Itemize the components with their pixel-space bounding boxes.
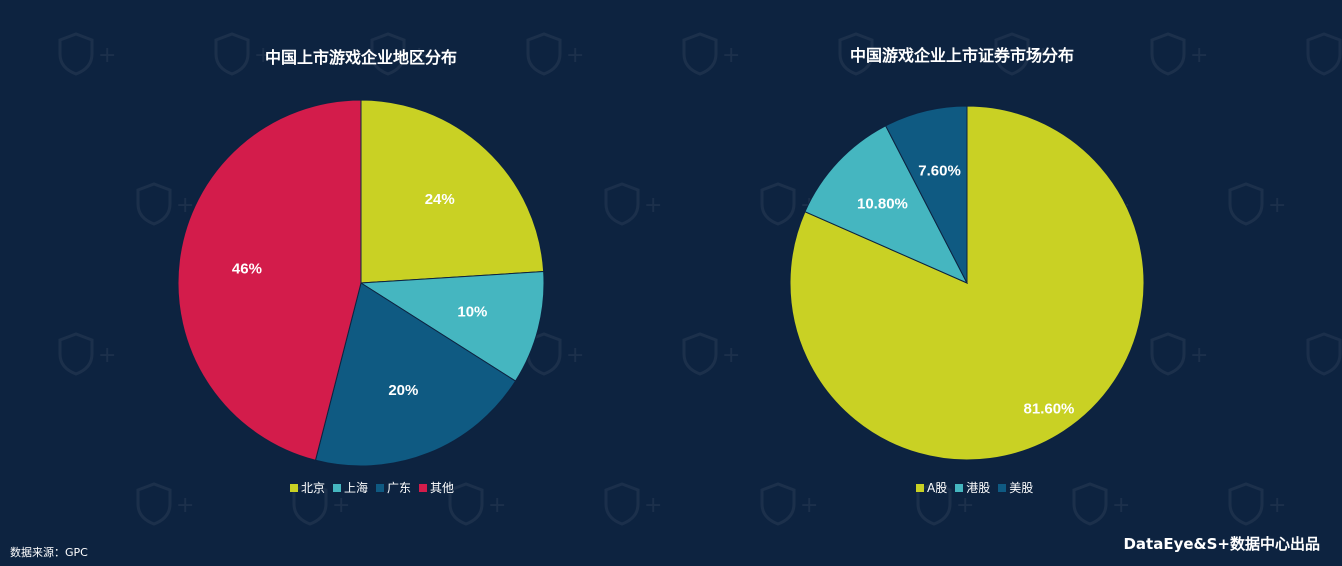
watermark-shield-icon: + <box>370 32 428 76</box>
legend-label: A股 <box>927 481 948 495</box>
svg-text:+: + <box>644 193 662 218</box>
legend-label: 北京 <box>301 481 326 495</box>
watermark-shield-icon: + <box>526 32 584 76</box>
watermark-shield-icon: + <box>604 182 662 226</box>
legend-swatch <box>419 483 428 492</box>
watermark-shield-icon: + <box>1306 32 1342 76</box>
watermark-shield-icon: + <box>682 332 740 376</box>
pie-slice-market-1 <box>804 125 969 285</box>
slice-data-label: 20% <box>388 382 418 399</box>
slice-data-label: 46% <box>232 261 262 278</box>
slice-data-label: 10% <box>457 304 487 321</box>
watermark-shield-icon: + <box>1150 332 1208 376</box>
watermark-shield-icon: + <box>1228 482 1286 526</box>
svg-text:+: + <box>1268 493 1286 518</box>
legend-item[interactable]: A股 <box>916 479 947 496</box>
legend-swatch <box>376 483 385 492</box>
watermark-shield-icon: + <box>1072 482 1130 526</box>
legend-item[interactable]: 上海 <box>333 479 368 496</box>
watermark-shield-icon: + <box>604 482 662 526</box>
watermark-shield-icon: + <box>214 32 272 76</box>
data-source-note: 数据来源：GPC <box>10 546 88 559</box>
legend-label: 港股 <box>966 481 991 495</box>
watermark-shield-icon: + <box>1306 332 1342 376</box>
slice-data-label: 81.60% <box>1024 401 1075 418</box>
legend-label: 上海 <box>344 481 369 495</box>
svg-text:+: + <box>176 493 194 518</box>
watermark-shield-icon: + <box>58 32 116 76</box>
chart-title-market: 中国游戏企业上市证券市场分布 <box>849 46 1074 65</box>
legend-swatch <box>290 483 298 492</box>
svg-text:+: + <box>332 493 350 518</box>
svg-text:+: + <box>566 43 584 68</box>
pie-slice-region-0 <box>360 99 545 284</box>
svg-text:+: + <box>1190 43 1208 68</box>
chart-title-region: 中国上市游戏企业地区分布 <box>264 48 457 67</box>
legend-region: 北京 上海 广东 其他 <box>290 479 454 496</box>
watermark-shield-icon: + <box>916 482 974 526</box>
svg-text:+: + <box>410 43 428 68</box>
brand-credit: DataEye&S+数据中心出品 <box>1123 535 1320 553</box>
watermark-shield-icon: + <box>682 32 740 76</box>
svg-text:+: + <box>722 343 740 368</box>
pie-slice-region-1 <box>359 270 545 382</box>
svg-text:+: + <box>566 343 584 368</box>
legend-label: 其他 <box>430 481 455 495</box>
watermark-shield-icon: + <box>994 32 1052 76</box>
slice-data-label: 7.60% <box>918 162 961 179</box>
legend-swatch <box>916 483 924 492</box>
slice-data-label: 10.80% <box>857 196 908 213</box>
svg-text:+: + <box>878 43 896 68</box>
svg-text:+: + <box>98 343 116 368</box>
svg-text:+: + <box>488 493 506 518</box>
watermark-shield-icon: + <box>292 482 350 526</box>
svg-text:+: + <box>800 493 818 518</box>
svg-text:+: + <box>254 43 272 68</box>
watermark-shield-icon: + <box>838 32 896 76</box>
legend-label: 美股 <box>1009 481 1034 495</box>
pie-slice-market-2 <box>884 105 968 284</box>
watermark-shield-icon: + <box>1228 182 1286 226</box>
watermark-shield-icon: + <box>1150 32 1208 76</box>
legend-swatch <box>998 483 1007 492</box>
svg-text:+: + <box>1034 43 1052 68</box>
legend-item[interactable]: 广东 <box>376 479 411 496</box>
pie-slice-region-3 <box>177 99 362 461</box>
svg-text:+: + <box>644 493 662 518</box>
legend-swatch <box>333 483 342 492</box>
svg-text:+: + <box>1190 343 1208 368</box>
legend-label: 广东 <box>387 481 412 495</box>
legend-item[interactable]: 北京 <box>290 479 325 496</box>
svg-text:+: + <box>722 43 740 68</box>
svg-text:+: + <box>1268 193 1286 218</box>
watermark-shield-icon: + <box>526 332 584 376</box>
watermark-shield-icon: + <box>448 482 506 526</box>
svg-text:+: + <box>98 43 116 68</box>
slice-data-label: 24% <box>425 191 455 208</box>
legend-item[interactable]: 港股 <box>955 479 990 496</box>
watermark-shield-icon: + <box>58 332 116 376</box>
legend-market: A股 港股 美股 <box>916 479 1033 496</box>
legend-item[interactable]: 美股 <box>998 479 1033 496</box>
watermark-shield-icon: + <box>136 482 194 526</box>
watermark-shield-icon: + <box>136 182 194 226</box>
svg-text:+: + <box>1112 493 1130 518</box>
legend-item[interactable]: 其他 <box>419 479 454 496</box>
svg-text:+: + <box>176 193 194 218</box>
svg-text:+: + <box>956 493 974 518</box>
legend-swatch <box>955 483 964 492</box>
watermark-shield-icon: + <box>760 482 818 526</box>
pie-slice-region-2 <box>314 282 517 467</box>
